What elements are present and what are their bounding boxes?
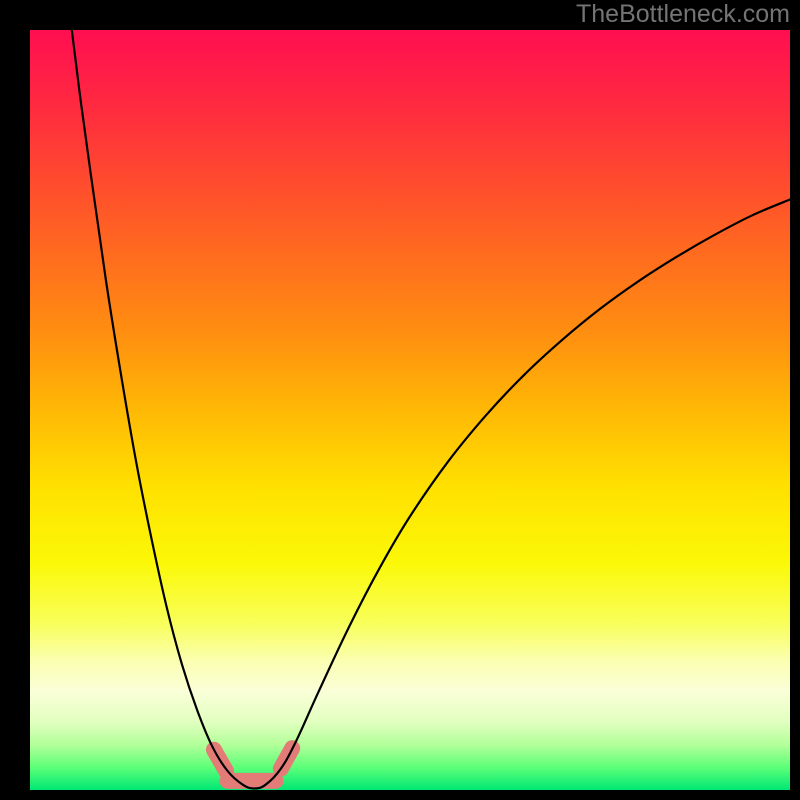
plot-background bbox=[30, 30, 790, 790]
bottleneck-chart bbox=[0, 0, 800, 800]
watermark-text: TheBottleneck.com bbox=[576, 0, 790, 29]
chart-container: TheBottleneck.com bbox=[0, 0, 800, 800]
